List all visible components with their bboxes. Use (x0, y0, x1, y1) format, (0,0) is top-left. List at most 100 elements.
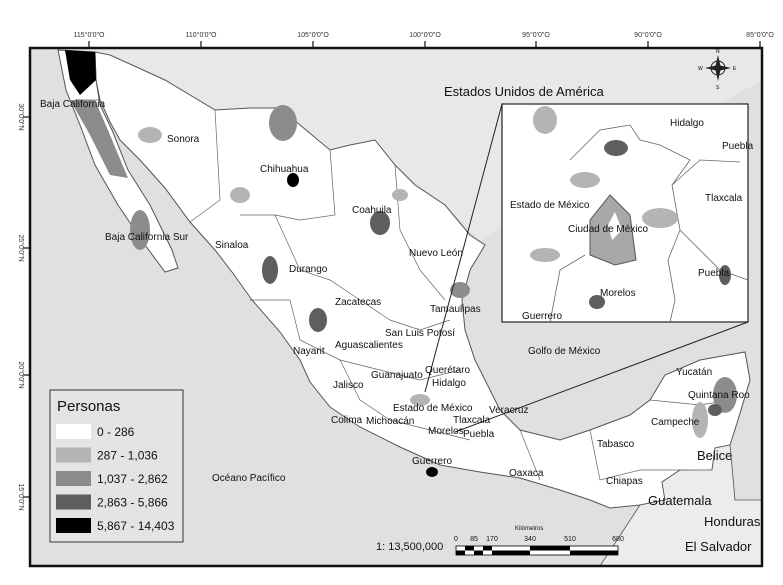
legend-label: 1,037 - 2,862 (97, 472, 168, 486)
country-label-guatemala: Guatemala (648, 493, 712, 508)
state-label: Estado de México (393, 403, 473, 414)
state-label: Zacatecas (335, 297, 381, 308)
country-label-honduras: Honduras (704, 514, 761, 529)
graticule-label: 20°0'0"N (17, 361, 25, 388)
scale-segment (570, 550, 618, 555)
inset-label: Tlaxcala (705, 193, 743, 204)
state-label: Sinaloa (215, 240, 249, 251)
state-label: Puebla (463, 429, 495, 440)
graticule-label: 115°0'0"O (73, 31, 105, 39)
state-label: Jalisco (333, 380, 364, 391)
legend: Personas 0 - 286 287 - 1,036 1,037 - 2,862… (49, 389, 184, 543)
legend-swatch (56, 447, 91, 463)
state-label: Tamaulipas (430, 304, 481, 315)
scale-tick-label: 510 (564, 536, 576, 543)
state-label: Campeche (651, 417, 700, 428)
svg-text:E: E (733, 66, 737, 72)
inset-label: Estado de México (510, 200, 590, 211)
legend-label: 2,863 - 5,866 (97, 496, 168, 510)
inset-label: Guerrero (522, 311, 562, 322)
graticule-label: 110°0'0"O (185, 31, 217, 39)
state-label: San Luis Potosí (385, 328, 455, 339)
mexico-mainland (94, 51, 751, 509)
svg-text:N: N (716, 49, 720, 55)
state-label: Coahuila (352, 205, 392, 216)
top-graticule: 115°0'0"O 110°0'0"O 105°0'0"O 100°0'0"O 95°0… (73, 31, 774, 48)
state-borders (75, 99, 731, 481)
scale-segment (492, 550, 530, 555)
map-frame (28, 46, 764, 568)
svg-text:S: S (716, 85, 720, 91)
state-label: Tlaxcala (453, 415, 491, 426)
north-arrow-icon: N S E W (698, 49, 737, 91)
state-label: Baja California Sur (105, 232, 189, 243)
graticule-label: 25°0'0"N (17, 234, 25, 261)
legend-swatch (56, 518, 91, 533)
state-label: Quintana Roo (688, 390, 750, 401)
state-label: Guanajuato (371, 370, 423, 381)
legend-label: 5,867 - 14,403 (97, 519, 175, 533)
state-label: Nuevo León (409, 248, 463, 259)
inset-map: Hidalgo Puebla Tlaxcala Estado de México… (501, 103, 754, 323)
inset-leader-line (454, 321, 749, 433)
inset-label: Ciudad de México (568, 224, 648, 235)
left-graticule: 30°0'0"N 25°0'0"N 20°0'0"N 15°0'0"N (17, 103, 30, 511)
scale-tick-label: 0 (454, 536, 458, 543)
scale-bar: 1: 13,500,000 Kilómetros 0 85 170 340 510 680 (376, 526, 624, 556)
water-label-pacific: Océano Pacífico (212, 473, 286, 484)
inset-leader-line (424, 103, 503, 393)
state-label: Michoacán (366, 416, 414, 427)
legend-swatch (56, 494, 91, 510)
state-label: Aguascalientes (335, 340, 403, 351)
density-patches (65, 50, 737, 477)
scale-tick-label: 680 (612, 536, 624, 543)
inset-label: Morelos (600, 288, 636, 299)
usa-area (30, 48, 762, 240)
state-label: Morelos (428, 426, 464, 437)
state-label: Durango (289, 264, 328, 275)
scale-unit: Kilómetros (515, 526, 543, 532)
scale-segment (456, 550, 465, 555)
state-label: Hidalgo (432, 378, 466, 389)
state-label: Oaxaca (509, 468, 544, 479)
graticule-label: 95°0'0"O (522, 31, 550, 39)
inset-label: Hidalgo (670, 118, 704, 129)
state-label: Yucatán (676, 367, 712, 378)
inset-label: Puebla (698, 268, 730, 279)
graticule-label: 15°0'0"N (17, 483, 25, 510)
state-label: Chiapas (606, 476, 643, 487)
water-label-gulf: Golfo de México (528, 346, 601, 357)
scale-segment (483, 546, 492, 551)
graticule-label: 90°0'0"O (634, 31, 662, 39)
country-label-el-salvador: El Salvador (685, 539, 752, 554)
state-label: Colima (331, 415, 363, 426)
state-label: Tabasco (597, 439, 635, 450)
graticule-label: 30°0'0"N (17, 103, 25, 130)
legend-swatch (56, 424, 91, 439)
graticule-label: 85°0'0"O (746, 31, 774, 39)
legend-title: Personas (57, 398, 120, 415)
scale-tick-label: 170 (486, 536, 498, 543)
scale-segment (530, 546, 570, 551)
scale-tick-label: 340 (524, 536, 536, 543)
graticule-label: 105°0'0"O (297, 31, 329, 39)
svg-text:W: W (698, 66, 703, 72)
scale-tick-label: 85 (470, 536, 478, 543)
inset-label: Puebla (722, 141, 754, 152)
scale-segment (474, 550, 483, 555)
legend-label: 0 - 286 (97, 425, 135, 439)
state-label: Sonora (167, 134, 200, 145)
scale-ratio: 1: 13,500,000 (376, 541, 443, 553)
country-label-usa: Estados Unidos de América (444, 84, 604, 99)
state-label: Veracruz (489, 405, 528, 416)
legend-label: 287 - 1,036 (97, 449, 158, 463)
state-label: Guerrero (412, 456, 452, 467)
state-label: Baja California (40, 99, 105, 110)
state-label: Nayarit (293, 346, 325, 357)
scale-segment (465, 546, 474, 551)
state-labels: Baja California Sonora Chihuahua Coahuil… (40, 99, 750, 487)
legend-swatch (56, 471, 91, 486)
state-label: Chihuahua (260, 164, 309, 175)
